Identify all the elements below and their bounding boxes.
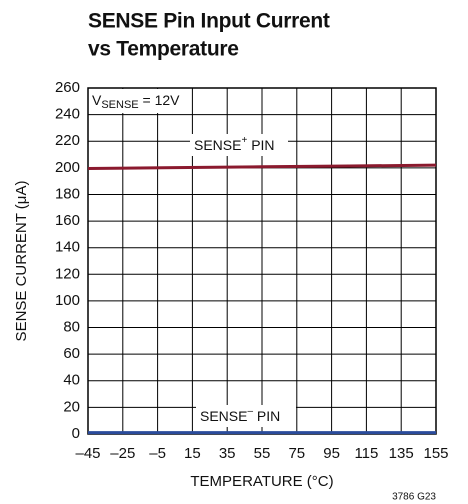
y-tick-label: 100	[55, 292, 80, 309]
y-tick-label: 200	[55, 159, 80, 176]
x-tick-label: 155	[423, 445, 448, 462]
x-tick-label: –45	[75, 445, 100, 462]
x-axis-label: TEMPERATURE (°C)	[190, 473, 333, 490]
y-tick-label: 140	[55, 239, 80, 256]
y-tick-label: 220	[55, 132, 80, 149]
chart-title: SENSE Pin Input Current	[88, 10, 330, 33]
x-tick-label: 15	[184, 445, 201, 462]
x-tick-label: 35	[219, 445, 236, 462]
label-bg	[196, 405, 296, 427]
x-tick-label: –5	[149, 445, 166, 462]
annotation: VSENSE = 12V	[92, 92, 180, 111]
x-tick-label: 135	[389, 445, 414, 462]
y-tick-label: 260	[55, 79, 80, 96]
x-tick-label: –25	[110, 445, 135, 462]
x-tick-label: 75	[288, 445, 305, 462]
chart-title: vs Temperature	[88, 38, 239, 61]
footnote: 3786 G23	[392, 492, 436, 503]
y-tick-label: 60	[63, 345, 80, 362]
annotation: SENSE– PIN	[200, 406, 280, 424]
line	[87, 163, 437, 171]
y-tick-label: 160	[55, 212, 80, 229]
label-bg	[190, 134, 288, 156]
y-tick-label: 40	[63, 372, 80, 389]
y-axis-label: SENSE CURRENT (μA)	[13, 181, 30, 342]
x-tick-label: 95	[323, 445, 340, 462]
x-tick-label: 115	[354, 445, 378, 462]
y-tick-label: 120	[55, 265, 80, 282]
y-tick-label: 80	[63, 319, 80, 336]
y-tick-label: 20	[63, 398, 80, 415]
y-tick-label: 240	[55, 106, 80, 123]
annotations: VSENSE = 12V SENSE+ PIN SENSE– PIN	[89, 89, 296, 427]
annotation: SENSE+ PIN	[194, 135, 275, 153]
x-tick-label: 55	[254, 445, 271, 462]
label-bg	[89, 89, 175, 113]
plot-lines	[87, 163, 437, 435]
y-tick-label: 0	[72, 425, 80, 442]
y-tick-label: 180	[55, 185, 80, 202]
